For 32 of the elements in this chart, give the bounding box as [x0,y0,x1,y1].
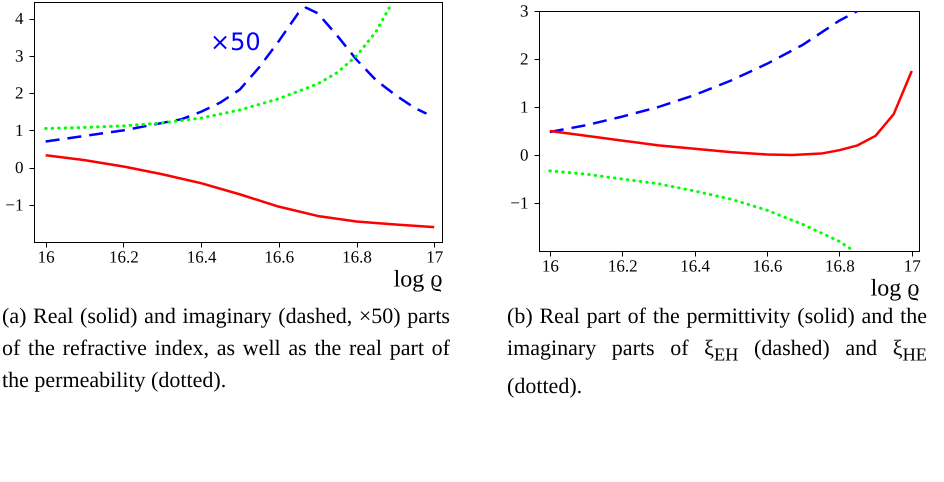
y-tick-label: 0 [15,158,24,178]
y-tick-label: −1 [510,194,528,212]
x-axis-title: log ϱ [870,276,920,302]
y-tick-label: 4 [15,9,24,28]
y-tick-label: 3 [15,46,24,66]
y-tick-label: 3 [520,2,528,20]
text: (b) Real part of the permittivity (solid) and the imaginary parts of ξ$_{EH}$ (dashed) and ξ$_{HE}$ (dotted). [507,303,927,398]
x-tick-label: 16.8 [825,256,855,276]
x-tick-label: 16 [542,256,559,276]
line-series [44,6,428,143]
y-tick-label: 1 [15,120,24,140]
text: (a) Real (solid) and imaginary (dashed, ×50) parts of the refractive index, as well as the real part of the permeability (dotted). [2,302,450,394]
x-tick-label: 16.4 [186,248,217,266]
x-tick-label: 16.8 [342,248,372,266]
x-tick-label: 16.4 [680,256,710,276]
line-series [548,11,859,134]
y-tick-label: −1 [5,195,24,214]
x-tick-label: 16.2 [108,248,139,266]
x-axis-title: log ϱ [394,266,442,292]
line-series [548,70,914,156]
x-tick-label: 17 [904,256,922,276]
x-tick-label: 16.6 [264,248,294,266]
x-tick-label: 16 [38,248,55,266]
y-tick-label: 2 [520,50,528,68]
y-tick-label: 1 [520,98,528,116]
x-tick-label: 16.6 [752,256,782,276]
x-tick-label: 16.2 [608,256,638,276]
x-tick-label: 17 [426,248,444,266]
annotation: ×50 [210,28,261,56]
line-series [44,154,436,228]
y-tick-label: 2 [15,84,24,103]
y-tick-label: 0 [520,146,528,164]
